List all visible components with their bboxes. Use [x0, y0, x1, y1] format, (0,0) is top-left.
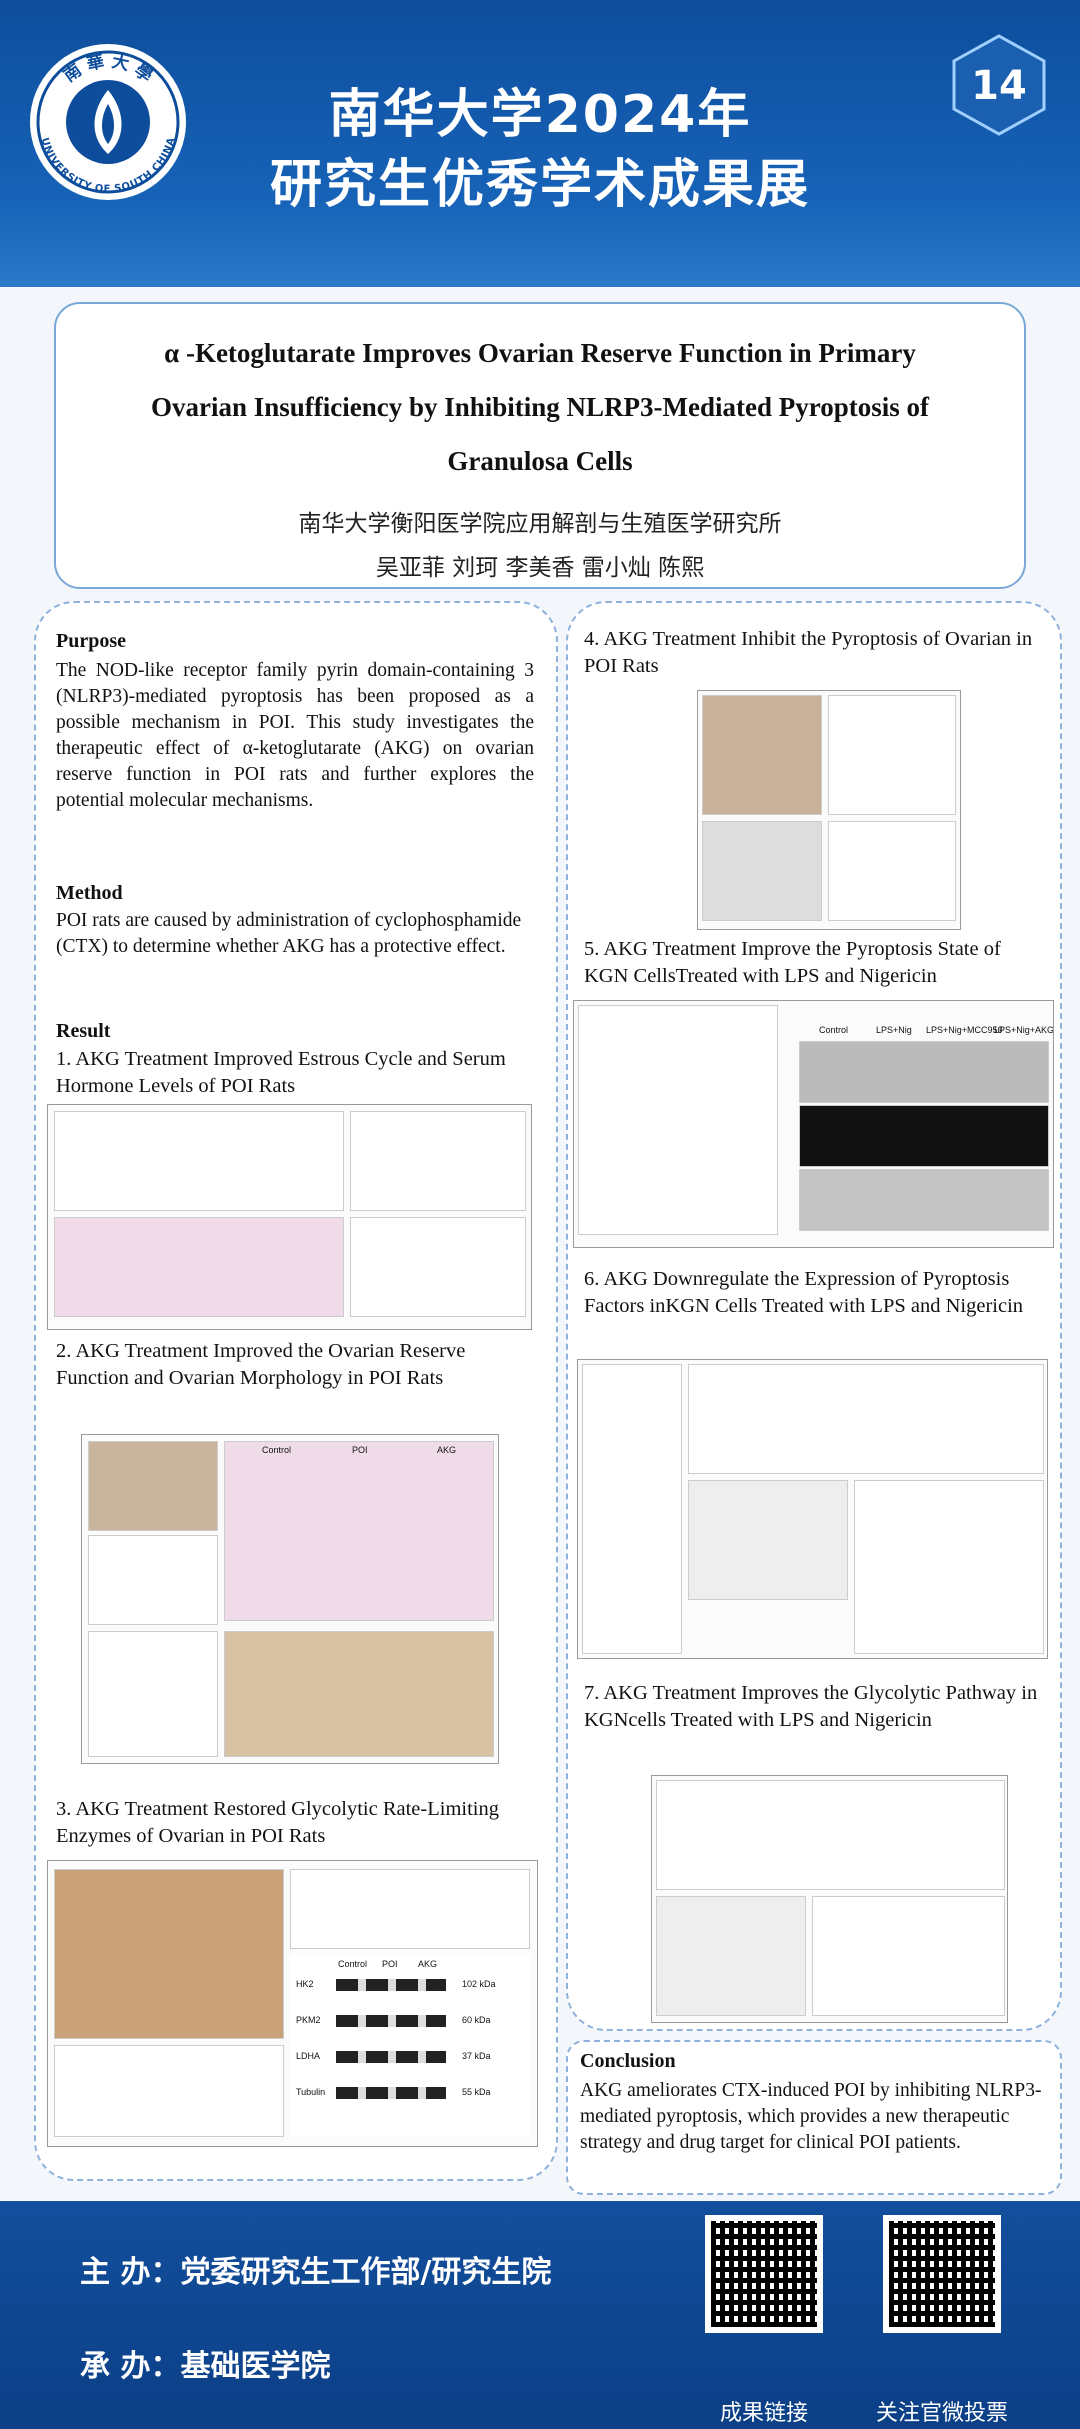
protein-label: Tubulin	[296, 2087, 326, 2097]
conclusion-box: Conclusion AKG ameliorates CTX-induced P…	[566, 2040, 1062, 2195]
size-label: 55 kDa	[462, 2087, 491, 2097]
figure-panel	[54, 1111, 344, 1211]
figure-panel	[688, 1364, 1044, 1474]
paper-title: α -Ketoglutarate Improves Ovarian Reserv…	[164, 338, 916, 368]
section-heading: 5. AKG Treatment Improve the Pyroptosis …	[584, 938, 1001, 987]
conclusion-heading: Conclusion	[580, 2050, 676, 2072]
section-heading: 3. AKG Treatment Restored Glycolytic Rat…	[56, 1798, 499, 1847]
header: 南 華 大 學 UNIVERSITY OF SOUTH CHINA 南华大学20…	[0, 0, 1080, 287]
figure-5: Control LPS+Nig LPS+Nig+MCC950 LPS+Nig+A…	[573, 1000, 1054, 1248]
figure-panel	[828, 821, 956, 921]
size-label: 37 kDa	[462, 2051, 491, 2061]
section-heading: 7. AKG Treatment Improves the Glycolytic…	[584, 1682, 1038, 1731]
footer: 主 办：党委研究生工作部/研究生院 承 办：基础医学院 成果链接 关注官微投票	[0, 2201, 1080, 2429]
qr-code[interactable]	[883, 2215, 1001, 2333]
figure-1	[47, 1104, 532, 1330]
protein-label: PKM2	[296, 2015, 321, 2025]
figure-panel	[578, 1005, 778, 1235]
figure-panel	[702, 695, 822, 815]
decoration	[102, 104, 114, 144]
figure-2: Control POI AKG	[81, 1434, 499, 1764]
figure-panel	[350, 1217, 526, 1317]
result-heading: Result	[56, 1020, 111, 1042]
blot-band	[336, 1979, 446, 1991]
section-heading: 2. AKG Treatment Improved the Ovarian Re…	[56, 1340, 466, 1389]
paper-title: Granulosa Cells	[447, 446, 633, 476]
group-label: POI	[382, 1959, 398, 1969]
title-box: α -Ketoglutarate Improves Ovarian Reserv…	[54, 302, 1026, 589]
method-text: POI rats are caused by administration of…	[56, 910, 522, 957]
figure-panel	[224, 1631, 494, 1757]
purpose-heading: Purpose	[56, 630, 126, 652]
section-heading: 6. AKG Downregulate the Expression of Py…	[584, 1268, 1024, 1317]
group-label: Control	[262, 1445, 292, 1455]
decoration	[952, 34, 1046, 136]
group-label: LPS+Nig+MCC950	[926, 1025, 1003, 1035]
figure-panel	[688, 1480, 848, 1600]
figure-panel	[828, 695, 956, 815]
logo: 南 華 大 學 UNIVERSITY OF SOUTH CHINA	[30, 44, 186, 200]
section-heading: 4. AKG Treatment Inhibit the Pyroptosis …	[584, 628, 1033, 677]
figure-4	[697, 690, 961, 930]
section-heading: 1. AKG Treatment Improved Estrous Cycle …	[56, 1048, 506, 1097]
group-label: LPS+Nig+AKG	[994, 1025, 1054, 1035]
blot-band	[336, 2051, 446, 2063]
figure-panel	[656, 1780, 1005, 1890]
authors: 吴亚菲 刘珂 李美香 雷小灿 陈熙	[375, 555, 705, 581]
protein-label: LDHA	[296, 2051, 321, 2061]
figure-panel	[54, 2045, 284, 2137]
figure-panel	[54, 1217, 344, 1317]
figure-panel	[582, 1364, 682, 1654]
figure-panel	[88, 1535, 218, 1625]
figure-6	[577, 1359, 1048, 1659]
host: 主 办：党委研究生工作部/研究生院	[80, 2255, 552, 2290]
group-label: AKG	[437, 1445, 457, 1455]
badge-number: 14	[971, 63, 1027, 109]
decoration	[36, 50, 180, 194]
figure-panel	[656, 1896, 806, 2016]
method-heading: Method	[56, 882, 123, 904]
qr-label: 关注官微投票	[875, 2401, 1008, 2426]
figure-3: Control POI AKG HK2 PKM2 LDHA Tubulin 10…	[47, 1860, 538, 2147]
conclusion-text: AKG ameliorates CTX-induced POI by inhib…	[580, 2080, 1042, 2153]
figure-panel	[224, 1441, 494, 1621]
figure-panel	[799, 1041, 1049, 1103]
group-label: Control	[819, 1025, 849, 1035]
protein-label: HK2	[296, 1979, 314, 1989]
paper-title: Ovarian Insufficiency by Inhibiting NLRP…	[150, 392, 930, 422]
figure-7	[651, 1775, 1008, 2023]
figure-panel	[290, 1869, 530, 1949]
group-label: AKG	[418, 1959, 438, 1969]
figure-panel	[350, 1111, 526, 1211]
figure-panel: Control POI AKG HK2 PKM2 LDHA Tubulin 10…	[290, 1955, 530, 2137]
figure-panel	[702, 821, 822, 921]
figure-panel	[54, 1869, 284, 2039]
size-label: 60 kDa	[462, 2015, 491, 2025]
figure-panel	[812, 1896, 1005, 2016]
size-label: 102 kDa	[462, 1979, 496, 1989]
blot-band	[336, 2087, 446, 2099]
header-title: 南华大学2024年	[328, 85, 752, 145]
affiliation: 南华大学衡阳医学院应用解剖与生殖医学研究所	[298, 511, 782, 537]
group-label: POI	[352, 1445, 368, 1455]
badge: 14	[952, 34, 1046, 136]
qr-label: 成果链接	[719, 2401, 808, 2426]
figure-panel	[854, 1480, 1044, 1654]
group-label: LPS+Nig	[876, 1025, 912, 1035]
header-title: 研究生优秀学术成果展	[269, 155, 810, 215]
organizer: 承 办：基础医学院	[80, 2349, 331, 2384]
purpose-text: The NOD-like receptor family pyrin domai…	[56, 660, 534, 811]
figure-panel	[799, 1169, 1049, 1231]
qr-code[interactable]	[705, 2215, 823, 2333]
group-label: Control	[338, 1959, 368, 1969]
figure-panel	[799, 1105, 1049, 1167]
blot-band	[336, 2015, 446, 2027]
figure-panel	[88, 1441, 218, 1531]
figure-panel	[88, 1631, 218, 1757]
